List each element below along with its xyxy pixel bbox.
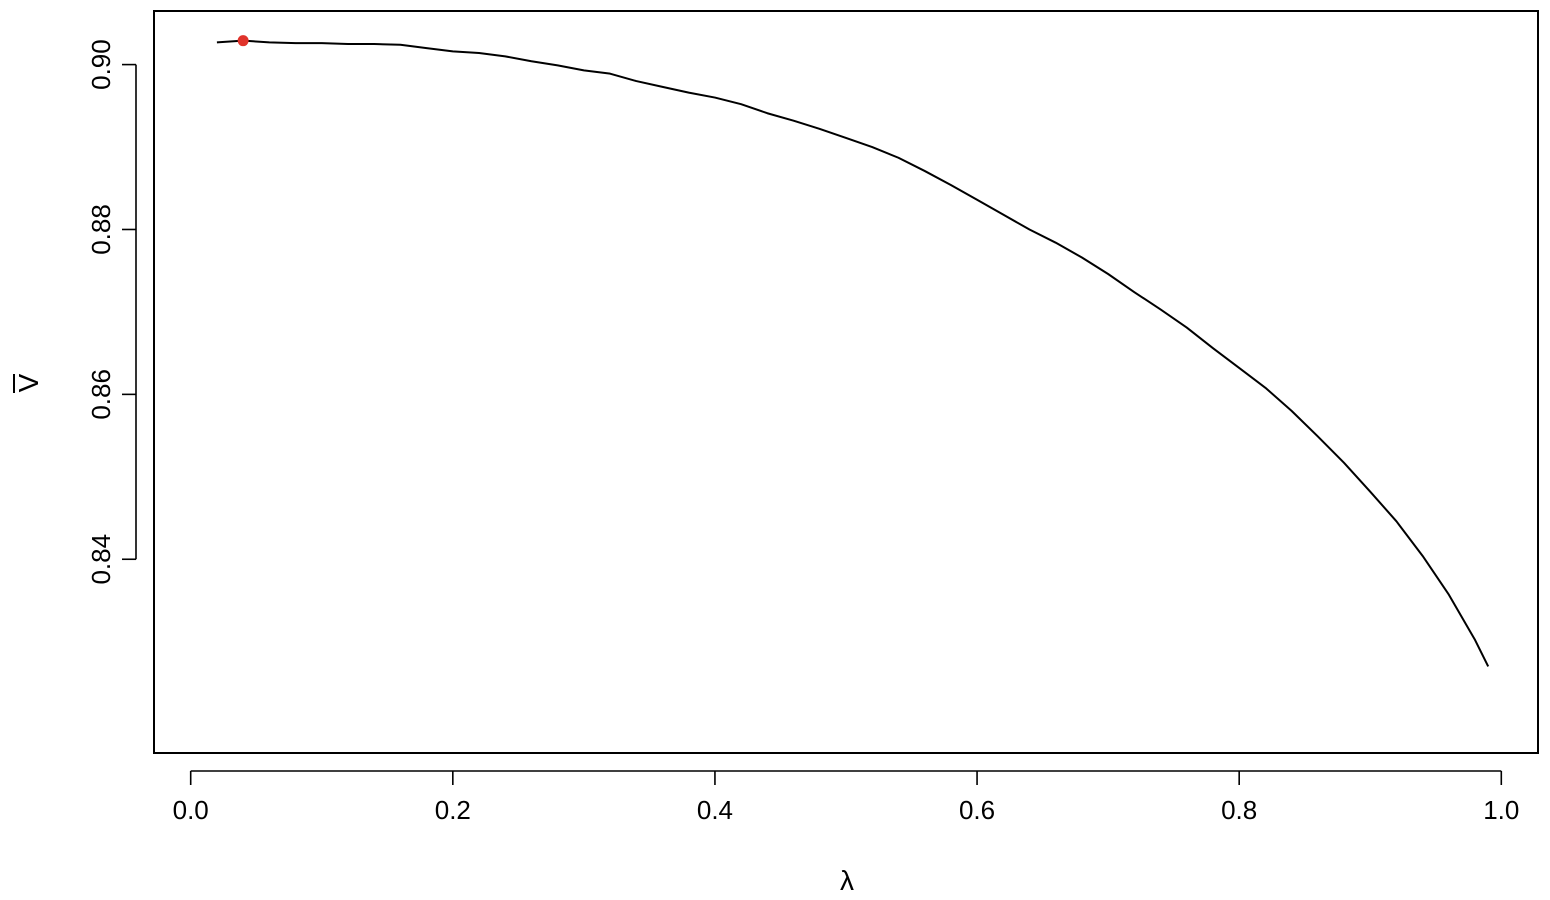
x-tick-label: 0.6	[959, 795, 995, 825]
y-tick-label: 0.90	[86, 39, 116, 90]
x-tick-label: 0.4	[697, 795, 733, 825]
y-axis-title-text: V	[13, 373, 44, 392]
x-tick-label: 1.0	[1483, 795, 1519, 825]
y-tick-label: 0.84	[86, 534, 116, 585]
x-tick-label: 0.2	[435, 795, 471, 825]
y-tick-label: 0.86	[86, 369, 116, 420]
y-axis-title: V	[13, 373, 44, 393]
x-axis-title: λ	[840, 865, 854, 896]
x-tick-label: 0.0	[173, 795, 209, 825]
y-tick-label: 0.88	[86, 204, 116, 255]
highlight-point	[237, 35, 249, 47]
x-tick-label: 0.8	[1221, 795, 1257, 825]
series-line	[216, 39, 1490, 667]
plot-frame	[153, 10, 1539, 754]
